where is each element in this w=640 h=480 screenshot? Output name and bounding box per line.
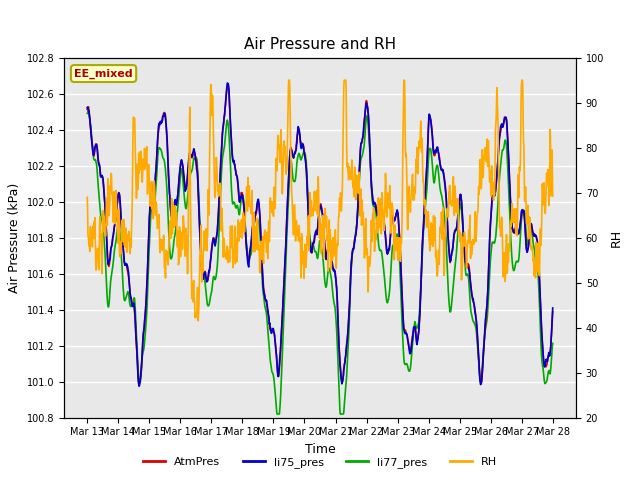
Legend: AtmPres, li75_pres, li77_pres, RH: AtmPres, li75_pres, li77_pres, RH: [139, 452, 501, 472]
Title: Air Pressure and RH: Air Pressure and RH: [244, 37, 396, 52]
Text: EE_mixed: EE_mixed: [74, 68, 133, 79]
X-axis label: Time: Time: [305, 443, 335, 456]
Y-axis label: RH: RH: [610, 228, 623, 247]
Y-axis label: Air Pressure (kPa): Air Pressure (kPa): [8, 182, 21, 293]
